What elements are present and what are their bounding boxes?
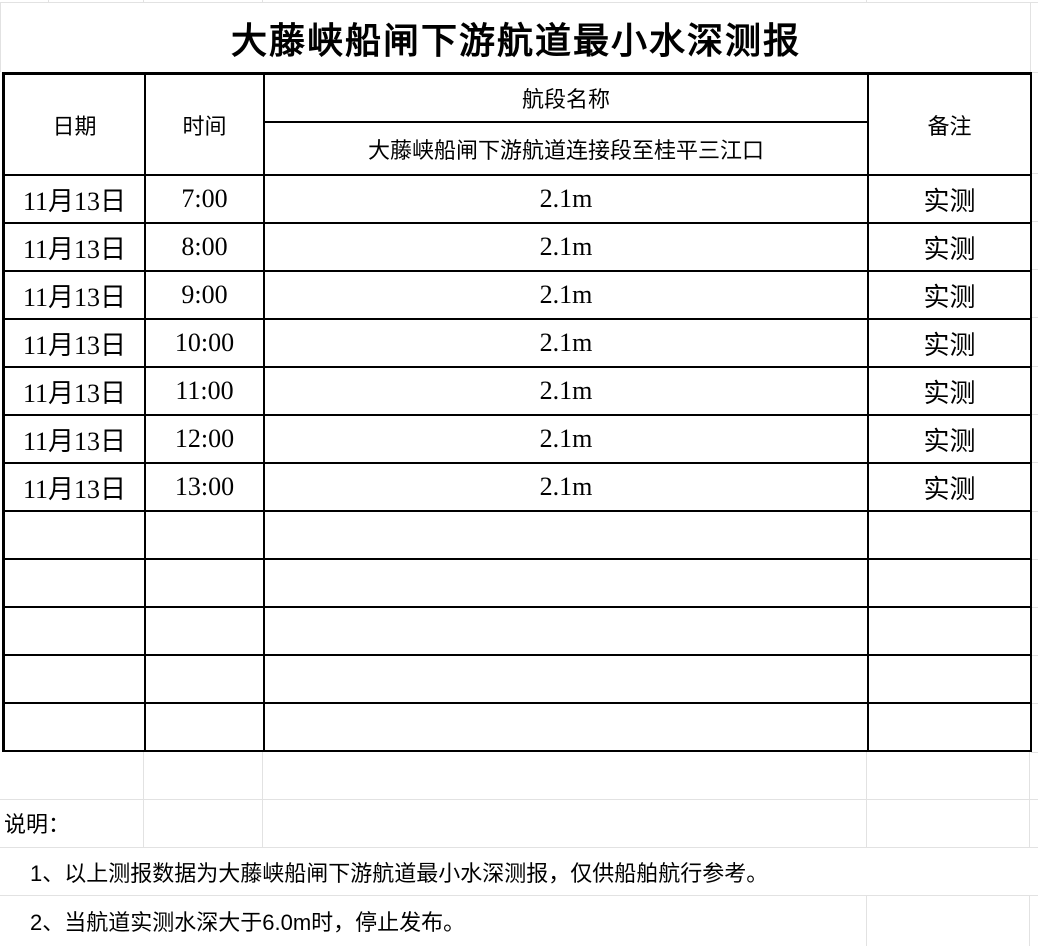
depth-cell: 2.1m [265,272,869,320]
gridline [0,799,1038,800]
table-row: 11月13日 8:00 2.1m 实测 [5,224,1032,272]
date-cell: 11月13日 [5,176,146,224]
table-empty-row [5,560,1032,608]
time-cell: 13:00 [146,464,265,512]
gridline [262,752,263,848]
note-item: 2、当航道实测水深大于6.0m时，停止发布。 [30,909,466,935]
gridline [1031,703,1038,704]
gridline [0,2,1038,3]
table-row: 11月13日 9:00 2.1m 实测 [5,272,1032,320]
header-section-label: 航段名称 [521,87,610,112]
remark-cell: 实测 [869,320,1032,368]
time-cell: 10:00 [146,320,265,368]
remark-cell: 实测 [869,416,1032,464]
remark-cell: 实测 [869,176,1032,224]
gridline [1031,414,1038,415]
depth-report-table: 日期 时间 航段名称 备注 大藤峡船闸下游航道连接段至桂平三江口 11月13日 … [2,72,1032,752]
gridline [1031,317,1038,318]
gridline [1031,655,1038,656]
gridline [1031,511,1038,512]
time-cell: 11:00 [146,368,265,416]
gridline [0,847,1038,848]
gridline [0,2,1,72]
time-cell: 9:00 [146,272,265,320]
gridline [1031,366,1038,367]
date-cell: 11月13日 [5,464,146,512]
gridline [1031,221,1038,222]
table-row: 11月13日 7:00 2.1m 实测 [5,176,1032,224]
gridline [1031,72,1038,73]
notes-label: 说明： [4,812,71,837]
gridline [262,0,263,3]
date-cell: 11月13日 [5,320,146,368]
section-divider [679,121,867,123]
gridline [866,896,867,946]
time-cell: 12:00 [146,416,265,464]
remark-cell: 实测 [869,464,1032,512]
remark-cell: 实测 [869,224,1032,272]
table-row: 11月13日 11:00 2.1m 实测 [5,368,1032,416]
gridline [48,0,49,3]
depth-cell: 2.1m [265,416,869,464]
depth-cell: 2.1m [265,224,869,272]
gridline [143,0,144,3]
gridline [1031,752,1038,753]
header-time: 时间 [146,75,265,176]
table-empty-row [5,608,1032,656]
depth-cell: 2.1m [265,368,869,416]
table-row: 11月13日 10:00 2.1m 实测 [5,320,1032,368]
note-item: 1、以上测报数据为大藤峡船闸下游航道最小水深测报，仅供船舶航行参考。 [30,860,769,886]
header-date: 日期 [5,75,146,176]
remark-cell: 实测 [869,368,1032,416]
remark-cell: 实测 [869,272,1032,320]
header-section: 航段名称 [265,75,869,123]
gridline [1031,607,1038,608]
depth-cell: 2.1m [265,176,869,224]
gridline [866,0,867,3]
date-cell: 11月13日 [5,224,146,272]
time-cell: 7:00 [146,176,265,224]
table-row: 11月13日 12:00 2.1m 实测 [5,416,1032,464]
date-cell: 11月13日 [5,416,146,464]
gridline [1031,462,1038,463]
header-remark: 备注 [869,75,1032,176]
date-cell: 11月13日 [5,272,146,320]
date-cell: 11月13日 [5,368,146,416]
table-empty-row [5,512,1032,560]
gridline [866,752,867,848]
depth-cell: 2.1m [265,320,869,368]
time-cell: 8:00 [146,224,265,272]
depth-cell: 2.1m [265,464,869,512]
gridline [1030,2,1031,72]
header-section-route: 大藤峡船闸下游航道连接段至桂平三江口 [265,123,869,176]
gridline [1031,173,1038,174]
page-title: 大藤峡船闸下游航道最小水深测报 [230,19,801,61]
table-empty-row [5,656,1032,704]
table-empty-row [5,704,1032,752]
gridline [1031,559,1038,560]
gridline [143,752,144,848]
gridline [0,895,1038,896]
gridline [1029,896,1030,946]
gridline [1029,752,1030,848]
gridline [1031,269,1038,270]
table-row: 11月13日 13:00 2.1m 实测 [5,464,1032,512]
